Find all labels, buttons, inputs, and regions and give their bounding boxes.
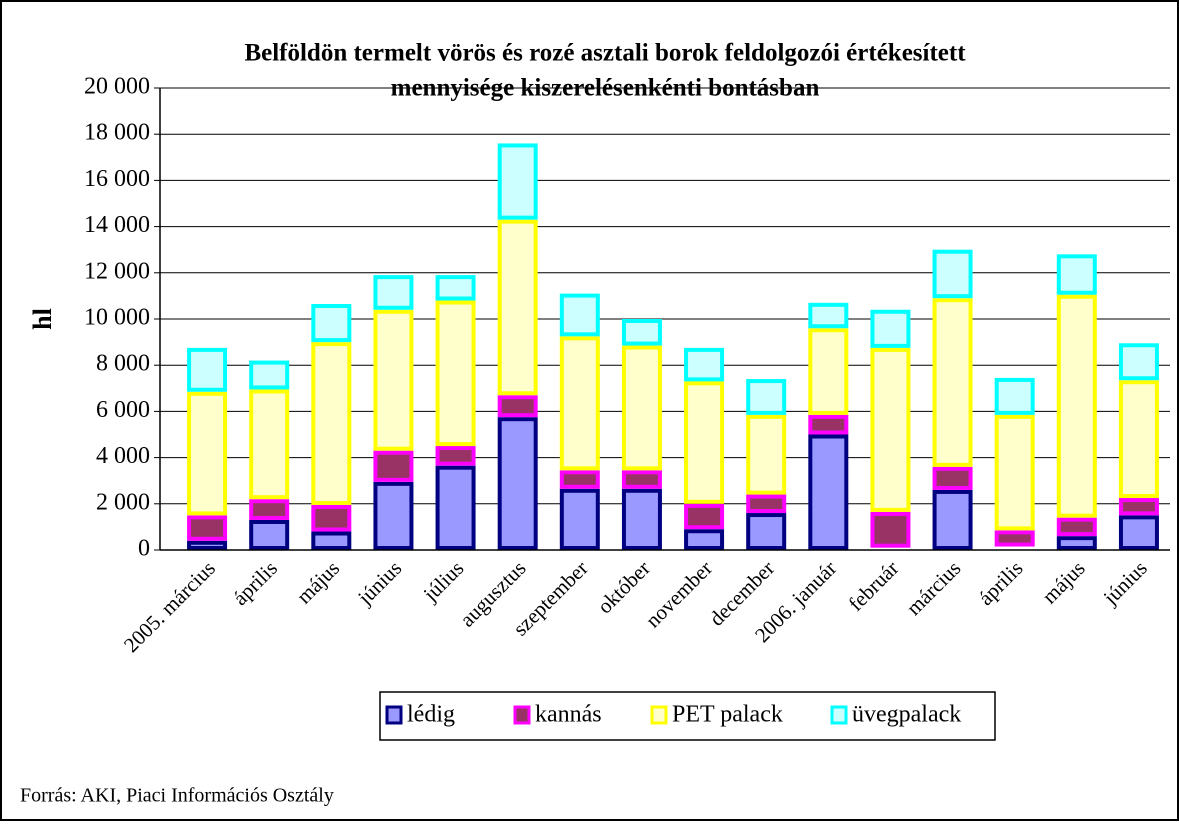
bar-segment (808, 434, 849, 550)
bar-segment (559, 488, 600, 551)
bar-segment (621, 319, 662, 346)
y-tick-label: 18 000 (84, 120, 150, 146)
bar-segment (932, 298, 973, 467)
legend-label: kannás (535, 702, 602, 728)
bar-segment (808, 328, 849, 415)
bar-segment (621, 345, 662, 471)
bar-segment (497, 219, 538, 396)
bar-segment (808, 302, 849, 329)
bar-segment (684, 347, 725, 382)
bar-segment (559, 293, 600, 337)
y-tick-label: 0 (138, 536, 150, 562)
bar-segment (621, 470, 662, 489)
bar-segment (497, 417, 538, 550)
bar-segment (746, 414, 787, 495)
bar-segment (1118, 380, 1159, 499)
bar-segment (497, 143, 538, 220)
bar-segment (249, 519, 290, 550)
bar-segment (684, 529, 725, 551)
legend-label: lédig (407, 702, 455, 728)
y-tick-label: 14 000 (84, 212, 150, 238)
bar-segment (684, 381, 725, 504)
bar-segment (684, 503, 725, 530)
bar-segment (1118, 515, 1159, 550)
bar-segment (249, 389, 290, 500)
y-tick-label: 10 000 (84, 305, 150, 331)
bar-segment (746, 379, 787, 415)
source-note: Forrás: AKI, Piaci Információs Osztály (20, 785, 334, 807)
legend-label: PET palack (672, 702, 783, 728)
bar-segment (621, 488, 662, 551)
bar-segment (373, 481, 414, 551)
legend-label: üvegpalack (852, 702, 961, 728)
bar-segment (1056, 254, 1097, 295)
y-tick-label: 20 000 (84, 74, 150, 100)
bar-segment (1056, 517, 1097, 537)
bar-segment (1056, 294, 1097, 518)
bar-segment (870, 347, 911, 512)
legend-swatch (385, 705, 403, 725)
bar-segment (435, 275, 476, 301)
bar-segment (373, 309, 414, 451)
chart-title: Belföldön termelt vörös és rozé asztali … (244, 40, 966, 67)
bar-segment (994, 377, 1035, 415)
y-tick-label: 6 000 (96, 397, 150, 423)
bar-segment (373, 450, 414, 482)
legend-swatch (513, 705, 531, 725)
y-tick-label: 12 000 (84, 258, 150, 284)
bar-segment (932, 466, 973, 490)
legend-swatch (830, 705, 848, 725)
y-axis-label: hl (28, 308, 57, 330)
bar-segment (994, 414, 1035, 531)
bar-segment (249, 360, 290, 390)
bar-segment (932, 249, 973, 299)
bar-segment (559, 336, 600, 471)
bar-segment (187, 347, 228, 392)
bar-segment (497, 395, 538, 418)
bar-segment (311, 531, 352, 551)
bar-segment (1118, 343, 1159, 381)
bar-segment (870, 309, 911, 348)
legend (379, 691, 996, 741)
bar-segment (435, 300, 476, 447)
bar-segment (187, 540, 228, 551)
bar-segment (870, 511, 911, 548)
bar-segment (1056, 536, 1097, 551)
legend-swatch (650, 705, 668, 725)
bar-segment (187, 515, 228, 541)
bar-segment (311, 342, 352, 505)
bar-segment (249, 499, 290, 520)
bar-segment (435, 446, 476, 466)
y-tick-label: 2 000 (96, 489, 150, 515)
y-tick-label: 8 000 (96, 351, 150, 377)
bar-segment (373, 275, 414, 310)
bar-segment (994, 530, 1035, 547)
bar-segment (311, 303, 352, 343)
bar-segment (435, 465, 476, 550)
bar-segment (187, 391, 228, 516)
bar-segment (808, 414, 849, 435)
y-tick-label: 4 000 (96, 443, 150, 469)
bar-segment (311, 504, 352, 532)
bar-segment (746, 513, 787, 550)
bar-segment (559, 470, 600, 489)
bar-segment (932, 489, 973, 551)
bar-segment (746, 494, 787, 514)
bar-segment (1118, 498, 1159, 516)
y-tick-label: 16 000 (84, 166, 150, 192)
